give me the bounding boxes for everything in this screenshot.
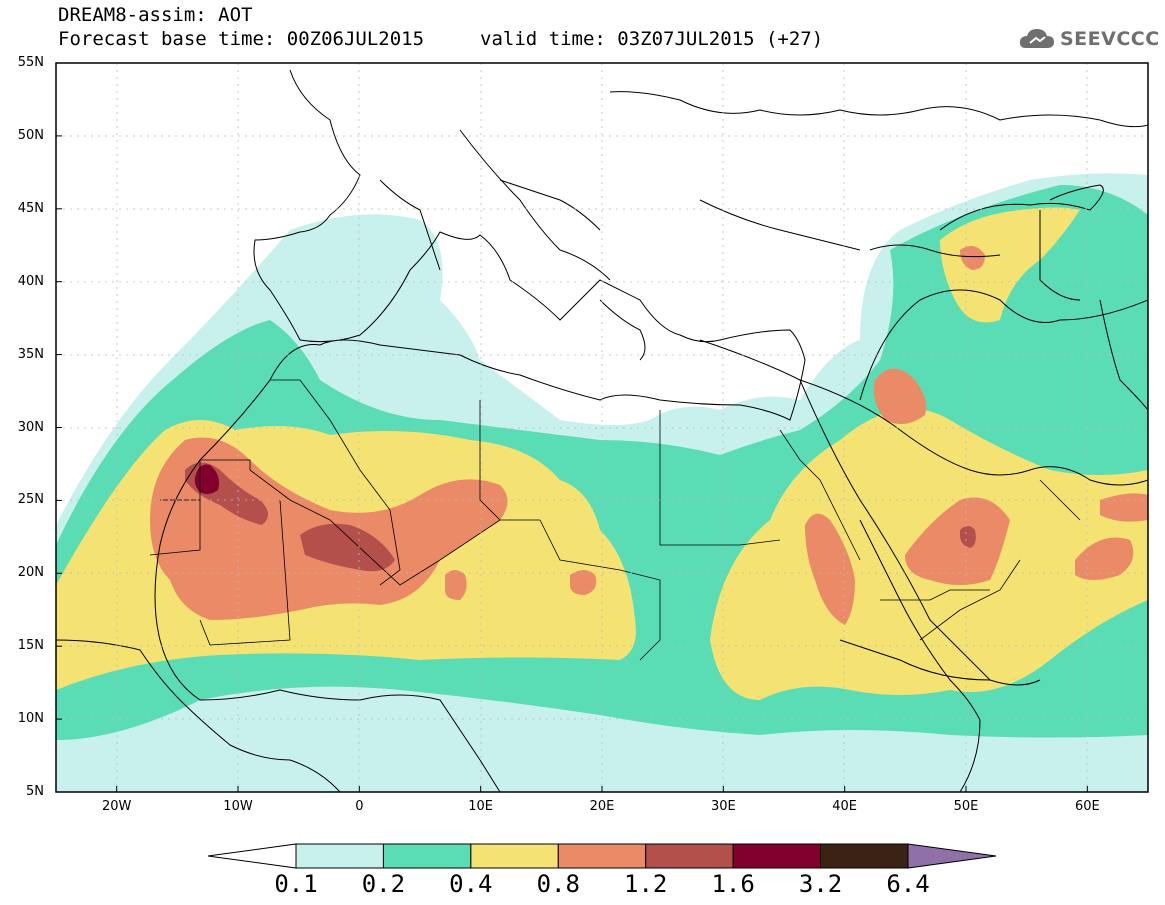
lon-label: 20E <box>589 799 615 814</box>
lat-label: 10N <box>17 711 44 727</box>
colorbar-box <box>470 843 559 869</box>
colorbar-level-label: 0.4 <box>449 870 493 898</box>
lat-label: 15N <box>17 638 44 654</box>
colorbar-level-label: 3.2 <box>798 870 843 898</box>
colorbar-box <box>645 843 734 869</box>
lat-label: 35N <box>17 346 44 362</box>
colorbar-box <box>820 843 909 869</box>
lon-label: 50E <box>953 799 979 814</box>
lon-label: 10W <box>223 799 253 814</box>
colorbar-level-label: 1.2 <box>624 870 668 898</box>
aot-field <box>56 173 1148 792</box>
lat-label: 55N <box>17 55 44 70</box>
lat-label: 45N <box>17 200 44 216</box>
colorbar-level-label: 6.4 <box>886 870 930 898</box>
colorbar-level-label: 0.8 <box>536 870 580 898</box>
colorbar-under-triangle <box>207 843 297 869</box>
forecast-base-time: Forecast base time: 00Z06JUL2015 <box>58 28 425 50</box>
lat-label: 25N <box>17 492 44 508</box>
lat-label: 20N <box>17 565 44 581</box>
cloud-icon <box>1019 29 1054 48</box>
lon-label: 0 <box>355 799 364 814</box>
lon-label: 40E <box>832 799 858 814</box>
coastlines-and-borders <box>56 69 1148 792</box>
lon-label: 20W <box>101 799 132 814</box>
axis-ticks <box>56 62 1088 793</box>
colorbar-box <box>295 843 384 869</box>
map-title: DREAM8-assim: AOT <box>58 4 253 26</box>
colorbar-level-label: 0.1 <box>274 870 318 898</box>
colorbar-over-triangle <box>907 843 997 869</box>
lat-label: 30N <box>17 419 44 435</box>
lon-label: 30E <box>710 799 736 814</box>
colorbar-boxes <box>295 843 909 869</box>
colorbar-box <box>557 843 647 869</box>
colorbar <box>207 843 997 869</box>
colorbar-box <box>382 843 472 869</box>
lon-label: 10E <box>468 799 494 814</box>
lat-label: 50N <box>17 127 44 143</box>
grid-lines <box>56 63 1148 792</box>
lat-label: 40N <box>17 273 44 289</box>
logo-text: SEEVCCC <box>1060 28 1160 50</box>
colorbar-level-label: 1.6 <box>711 870 755 898</box>
lat-label: 5N <box>26 784 44 799</box>
colorbar-box <box>732 843 822 869</box>
valid-time: valid time: 03Z07JUL2015 (+27) <box>480 28 824 50</box>
aot-level-1.6 <box>194 464 219 495</box>
political-borders <box>149 379 1081 661</box>
colorbar-level-label: 0.2 <box>361 870 406 898</box>
lon-label: 60E <box>1074 799 1100 814</box>
seevccc-logo: SEEVCCC <box>1018 26 1160 52</box>
